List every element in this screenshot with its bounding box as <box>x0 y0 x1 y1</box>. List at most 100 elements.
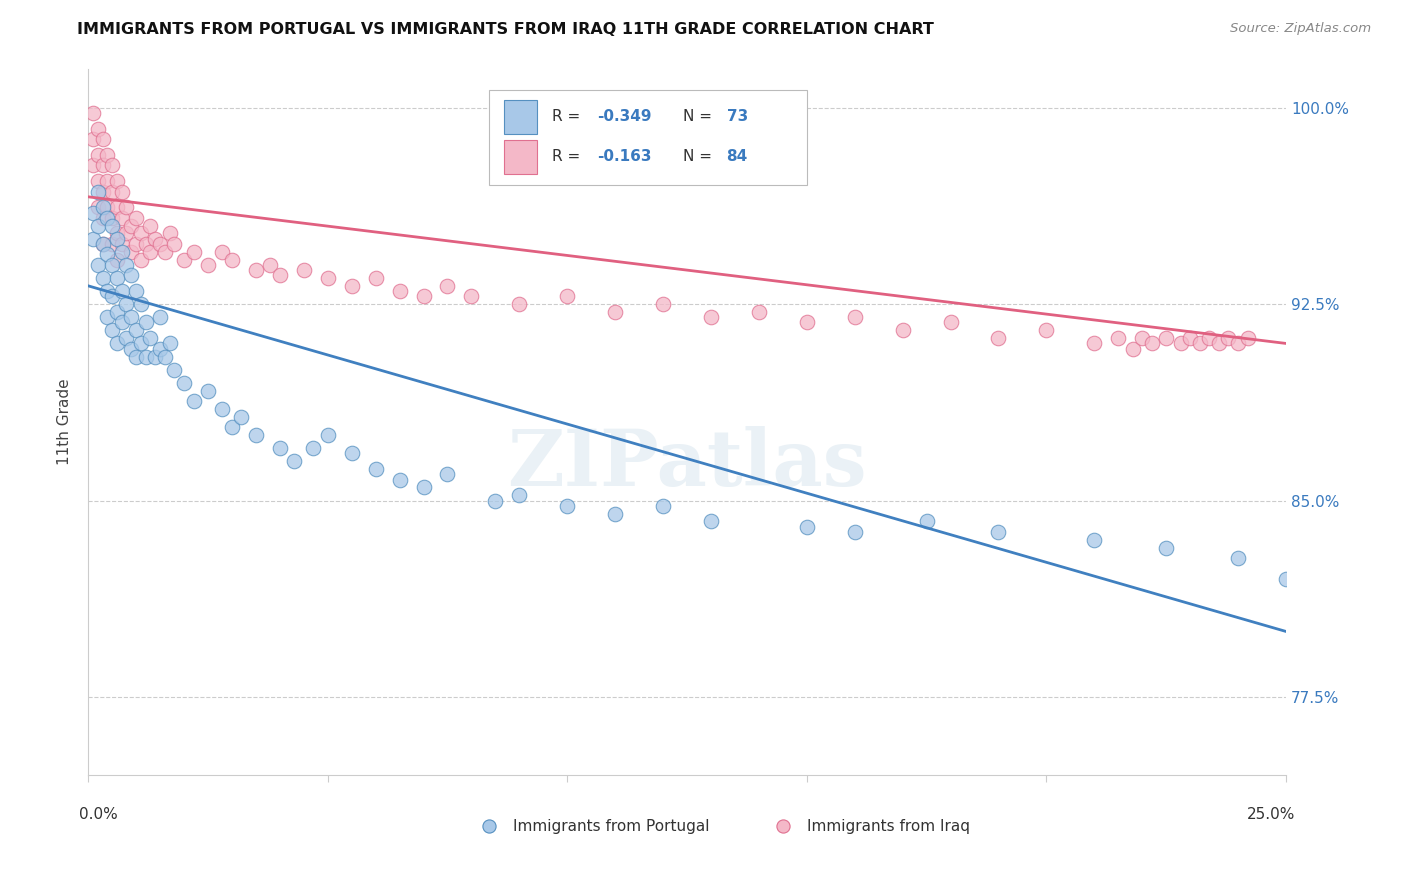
Point <box>91 200 114 214</box>
Point <box>105 227 128 241</box>
Point <box>91 271 114 285</box>
Point <box>159 227 181 241</box>
Point <box>87 148 110 162</box>
Point <box>1035 323 1057 337</box>
Text: 0.0%: 0.0% <box>79 807 117 822</box>
Point <box>91 158 114 172</box>
Point <box>652 499 675 513</box>
Point <box>125 236 148 251</box>
Point <box>412 289 434 303</box>
Point <box>87 219 110 233</box>
Point <box>1130 331 1153 345</box>
Point <box>135 316 157 330</box>
Point <box>1107 331 1129 345</box>
Point <box>1218 331 1240 345</box>
Point <box>101 289 124 303</box>
Point <box>101 219 124 233</box>
Point <box>96 284 118 298</box>
Point <box>111 316 134 330</box>
Point <box>91 236 114 251</box>
Point <box>484 493 506 508</box>
Point <box>129 252 152 267</box>
Point <box>87 174 110 188</box>
Point <box>340 278 363 293</box>
Point <box>111 244 134 259</box>
Point <box>436 278 458 293</box>
Text: ZIPatlas: ZIPatlas <box>508 426 868 502</box>
Point <box>269 268 291 283</box>
Text: R =: R = <box>551 109 585 124</box>
Point <box>115 297 138 311</box>
Text: -0.163: -0.163 <box>598 149 652 164</box>
Point <box>105 336 128 351</box>
Point <box>87 200 110 214</box>
Point <box>135 236 157 251</box>
Text: 84: 84 <box>727 149 748 164</box>
Point <box>120 244 142 259</box>
Point <box>139 219 162 233</box>
Point <box>211 401 233 416</box>
Text: 25.0%: 25.0% <box>1247 807 1295 822</box>
Point <box>412 480 434 494</box>
Point <box>111 211 134 225</box>
Point <box>796 519 818 533</box>
Point <box>91 185 114 199</box>
Point <box>125 323 148 337</box>
Point <box>115 258 138 272</box>
Point <box>388 284 411 298</box>
Point <box>105 252 128 267</box>
Point <box>135 350 157 364</box>
Point <box>87 258 110 272</box>
Point <box>796 316 818 330</box>
Point <box>987 331 1010 345</box>
Point <box>283 454 305 468</box>
Point <box>1227 551 1250 566</box>
Point <box>96 200 118 214</box>
Point <box>139 244 162 259</box>
Point <box>436 467 458 482</box>
Point <box>129 227 152 241</box>
Point <box>1227 336 1250 351</box>
Point <box>149 236 172 251</box>
Text: Immigrants from Portugal: Immigrants from Portugal <box>513 819 710 834</box>
Point <box>163 362 186 376</box>
Point <box>115 331 138 345</box>
Point <box>915 515 938 529</box>
Point <box>163 236 186 251</box>
Point <box>1083 336 1105 351</box>
Text: 73: 73 <box>727 109 748 124</box>
Point <box>105 271 128 285</box>
Point <box>101 158 124 172</box>
Point <box>700 515 723 529</box>
Text: IMMIGRANTS FROM PORTUGAL VS IMMIGRANTS FROM IRAQ 11TH GRADE CORRELATION CHART: IMMIGRANTS FROM PORTUGAL VS IMMIGRANTS F… <box>77 22 934 37</box>
Point <box>111 236 134 251</box>
Point <box>1170 336 1192 351</box>
Point <box>143 350 166 364</box>
Point <box>105 232 128 246</box>
Point <box>245 263 267 277</box>
Point <box>292 263 315 277</box>
FancyBboxPatch shape <box>489 90 807 186</box>
Point <box>269 441 291 455</box>
Point <box>153 350 176 364</box>
Point <box>364 462 387 476</box>
Point <box>87 121 110 136</box>
Point <box>82 232 104 246</box>
Point <box>1208 336 1230 351</box>
Point <box>111 185 134 199</box>
Point <box>231 409 253 424</box>
Point <box>1154 331 1177 345</box>
Point <box>91 236 114 251</box>
Point <box>105 174 128 188</box>
Text: N =: N = <box>683 149 717 164</box>
Point <box>183 394 205 409</box>
Point <box>316 271 339 285</box>
Point <box>96 211 118 225</box>
Point <box>388 473 411 487</box>
Point <box>82 205 104 219</box>
Point <box>1236 331 1258 345</box>
Text: Source: ZipAtlas.com: Source: ZipAtlas.com <box>1230 22 1371 36</box>
Point <box>605 507 627 521</box>
Point <box>87 185 110 199</box>
Point <box>1188 336 1211 351</box>
